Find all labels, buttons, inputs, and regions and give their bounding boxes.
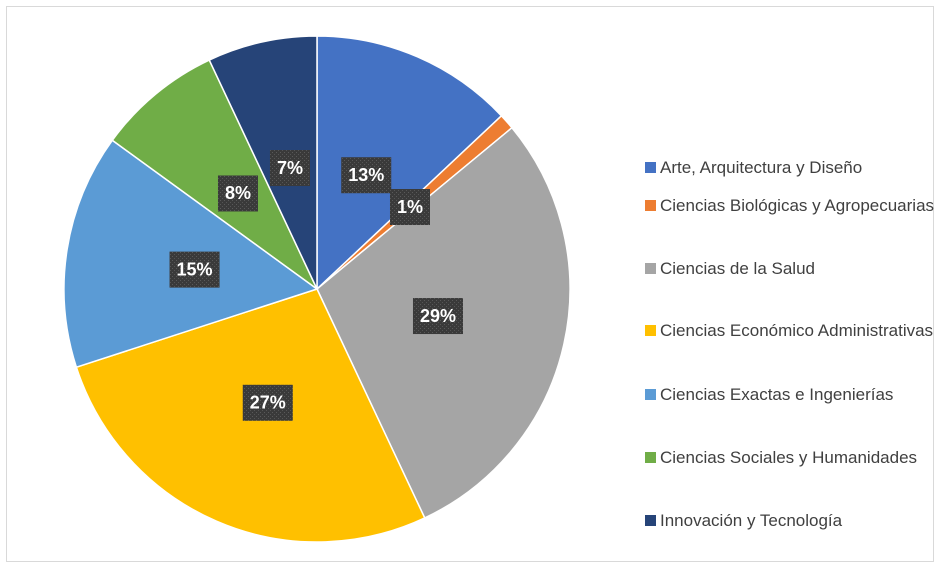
data-label-box: [389, 189, 430, 226]
legend-entry: Ciencias Biológicas y Agropecuarias: [645, 192, 940, 219]
legend-swatch: [645, 389, 656, 400]
legend-label: Ciencias Biológicas y Agropecuarias: [660, 196, 935, 215]
legend-swatch: [645, 325, 656, 336]
legend-label: Ciencias Sociales y Humanidades: [660, 448, 918, 467]
data-label: 29%: [420, 306, 456, 326]
data-label: 13%: [348, 165, 384, 185]
legend-entry: Ciencias Exactas e Ingenierías: [645, 381, 940, 408]
data-label-box: [242, 384, 293, 421]
legend-swatch: [645, 263, 656, 274]
legend-entry: Ciencias de la Salud: [645, 255, 940, 282]
legend-swatch: [645, 452, 656, 463]
legend-entry: Innovación y Tecnología: [645, 507, 940, 534]
legend-label: Innovación y Tecnología: [660, 511, 843, 530]
data-label: 8%: [225, 183, 251, 203]
legend-label: Ciencias de la Salud: [660, 259, 815, 278]
data-label-box: [341, 157, 392, 194]
data-label: 7%: [277, 158, 303, 178]
legend-swatch: [645, 200, 656, 211]
pie-slice: [316, 35, 503, 291]
legend-swatch: [645, 515, 656, 526]
legend-entry: Ciencias Económico Administrativas: [645, 317, 940, 344]
legend-entry: Ciencias Sociales y Humanidades: [645, 444, 940, 471]
data-label-box: [217, 175, 258, 212]
data-label-box: [269, 150, 310, 187]
legend-label: Ciencias Exactas e Ingenierías: [660, 385, 894, 404]
data-label-box: [412, 298, 464, 335]
legend-entry: Arte, Arquitectura y Diseño: [645, 154, 940, 181]
data-label: 1%: [397, 197, 423, 217]
legend-label: Arte, Arquitectura y Diseño: [660, 158, 863, 177]
pie-slice: [111, 59, 318, 290]
data-label: 15%: [177, 259, 213, 279]
data-label-box: [169, 251, 220, 288]
legend-swatch: [645, 162, 656, 173]
pie-slice: [208, 35, 318, 290]
legend-label: Ciencias Económico Administrativas: [660, 321, 934, 340]
data-label: 27%: [250, 393, 286, 413]
